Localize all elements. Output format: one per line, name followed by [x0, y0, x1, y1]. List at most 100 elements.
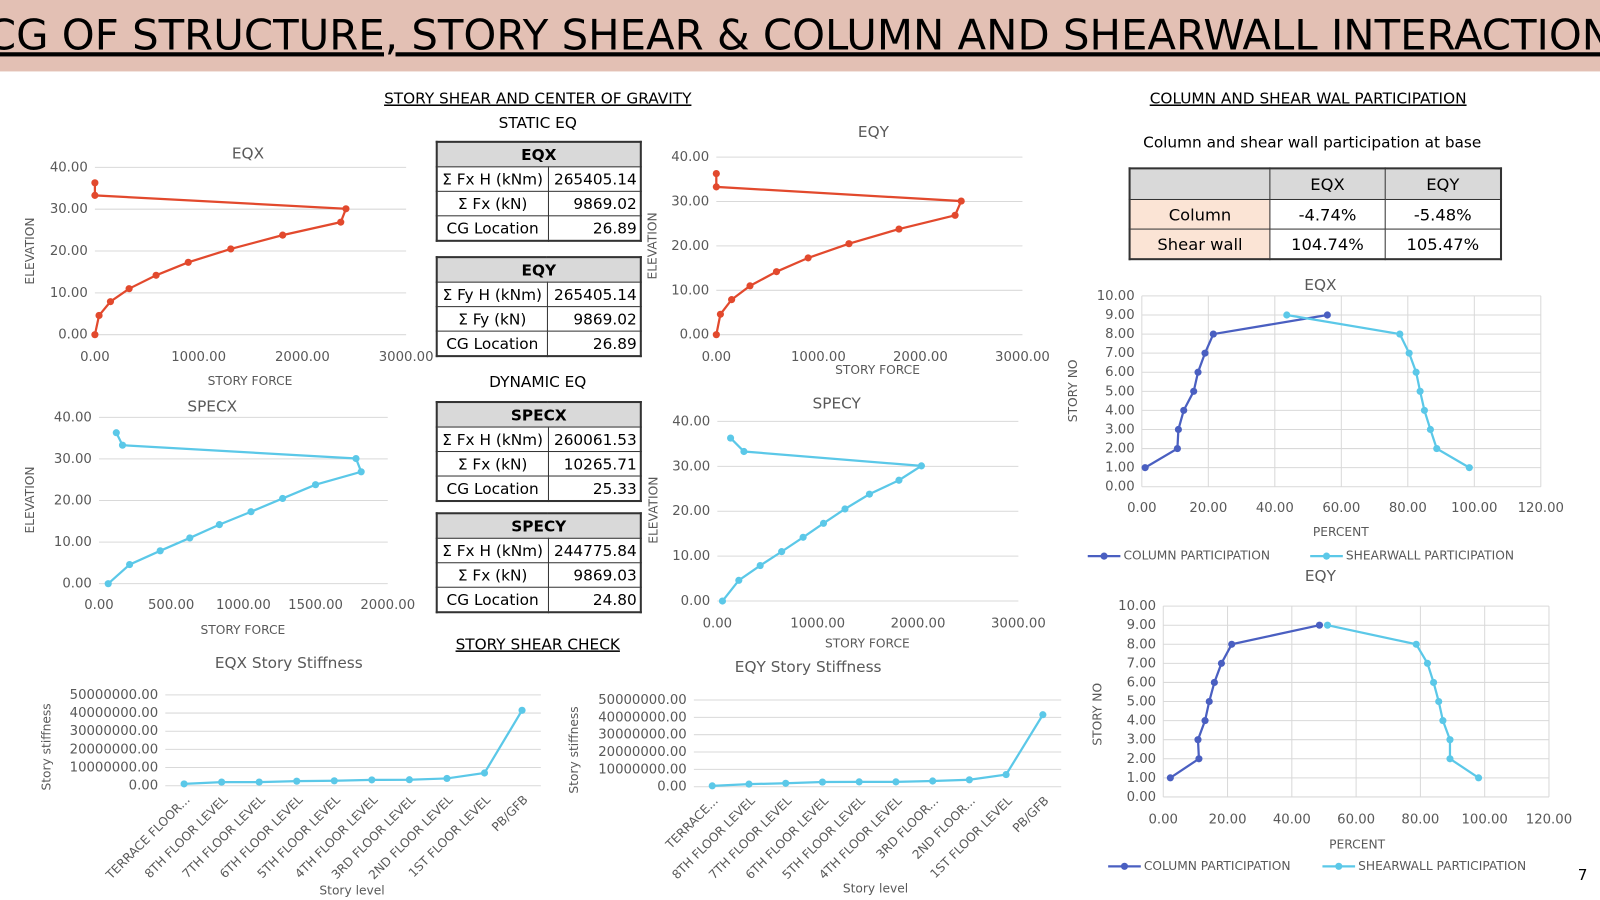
data-point [293, 777, 301, 785]
data-point [1423, 659, 1432, 667]
y-tick-label: 20000000.00 [598, 745, 687, 760]
data-point [125, 285, 133, 293]
y-tick-label: 0.00 [1105, 480, 1135, 495]
chart-title: EQY [1305, 567, 1337, 585]
chart-title: EQY [858, 123, 890, 141]
table-cell: 9869.02 [547, 190, 642, 217]
x-tick-label: 120.00 [1526, 812, 1572, 827]
y-tick-label: 10.00 [1097, 289, 1135, 304]
table-header [1129, 167, 1271, 200]
data-point [1002, 771, 1010, 779]
data-point [841, 505, 849, 513]
y-tick-label: 4.00 [1127, 714, 1157, 729]
table-cell: 9869.03 [547, 562, 642, 588]
data-line [107, 432, 363, 585]
y-tick-label: 30.00 [671, 195, 709, 210]
section-heading: COLUMN AND SHEAR WAL PARTICIPATION [1150, 89, 1467, 107]
result-table: SPECY Σ Fx H (kNm) 244775.84 Σ Fx (kN) 9869.… [435, 512, 642, 614]
data-point [1195, 755, 1203, 763]
table-cell: 105.47% [1384, 228, 1502, 260]
data-point [1475, 774, 1483, 782]
data-point [718, 597, 727, 605]
data-point [1190, 387, 1198, 395]
data-point [352, 454, 360, 463]
y-tick-label: 0.00 [129, 779, 159, 794]
y-tick-label: 10.00 [1118, 599, 1156, 614]
data-point [1426, 425, 1434, 434]
data-point [782, 779, 790, 787]
x-tick-label: 40.00 [1273, 812, 1311, 827]
y-tick-label: 30000000.00 [70, 724, 159, 739]
table-cell: CG Location [436, 586, 549, 613]
table-header: SPECX [436, 401, 642, 428]
section-subheading: Column and shear wall participation at b… [1143, 133, 1481, 151]
y-tick-label: 5.00 [1105, 384, 1135, 399]
x-tick-label: 1000.00 [171, 350, 226, 365]
y-tick-label: 10.00 [671, 283, 709, 298]
x-tick-label: 2000.00 [275, 350, 330, 365]
x-tick-label: 80.00 [1389, 501, 1427, 516]
x-tick-label: 60.00 [1322, 501, 1360, 516]
x-axis-label: PERCENT [1313, 525, 1369, 539]
x-tick-label: 2000.00 [893, 350, 948, 365]
y-tick-label: 30000000.00 [598, 728, 687, 743]
table-cell: 25.33 [547, 475, 642, 502]
data-point [727, 434, 735, 442]
table-cell: -5.48% [1384, 198, 1502, 230]
data-point [247, 508, 255, 516]
data-point [1405, 349, 1413, 357]
table-cell: Σ Fx H (kNm) [436, 166, 549, 192]
section-heading: STORY SHEAR AND CENTER OF GRAVITY [384, 89, 692, 107]
data-point [929, 777, 937, 785]
table-cell: 104.74% [1269, 228, 1386, 260]
data-point [740, 447, 748, 456]
data-point [405, 776, 413, 784]
table-row: Column -4.74% -5.48% [1129, 198, 1502, 230]
y-tick-label: 20000000.00 [70, 742, 159, 757]
x-tick-label: 100.00 [1451, 501, 1497, 516]
x-tick-label: 0.00 [702, 350, 732, 365]
table-row: SPECX [436, 401, 642, 428]
data-point [1323, 311, 1331, 319]
y-axis-label: STORY NO [1090, 683, 1104, 746]
table-row: CG Location 26.89 [436, 330, 642, 357]
row-label: Shear wall [1129, 228, 1271, 260]
data-point [112, 429, 120, 437]
data-point [215, 521, 223, 529]
data-point [91, 179, 99, 187]
data-point [957, 197, 965, 205]
data-point [1039, 711, 1047, 719]
data-point [1173, 444, 1181, 453]
data-point [180, 780, 188, 788]
y-tick-label: 9.00 [1127, 618, 1157, 633]
data-point [1439, 717, 1447, 725]
data-point [1430, 678, 1438, 687]
data-point [95, 311, 103, 320]
data-point [1283, 311, 1291, 319]
data-point [186, 534, 194, 542]
table-cell: Σ Fy H (kNm) [436, 281, 548, 308]
data-point [1141, 464, 1149, 472]
data-point [746, 282, 754, 290]
x-axis-label: STORY FORCE [208, 374, 293, 388]
chart-title: EQX [232, 145, 264, 163]
data-point [845, 240, 853, 248]
y-tick-label: 6.00 [1105, 365, 1135, 380]
x-tick-label: 2000.00 [891, 616, 946, 631]
y-tick-label: 40.00 [54, 410, 92, 425]
y-axis-label: ELEVATION [23, 217, 37, 284]
chart-title: SPECY [813, 395, 862, 413]
data-point [184, 258, 192, 266]
table-row: CG Location 26.89 [436, 215, 642, 242]
table-row: EQY [436, 256, 642, 283]
data-point [708, 782, 716, 790]
participation-table: EQX EQY Column -4.74% -5.48% Shear wall 104.74… [1128, 167, 1503, 261]
data-point [368, 776, 376, 784]
data-point [1210, 678, 1218, 687]
y-tick-label: 8.00 [1127, 637, 1157, 652]
table-header: EQY [1384, 167, 1502, 200]
chart-title: SPECX [187, 398, 237, 416]
data-point [819, 519, 828, 527]
